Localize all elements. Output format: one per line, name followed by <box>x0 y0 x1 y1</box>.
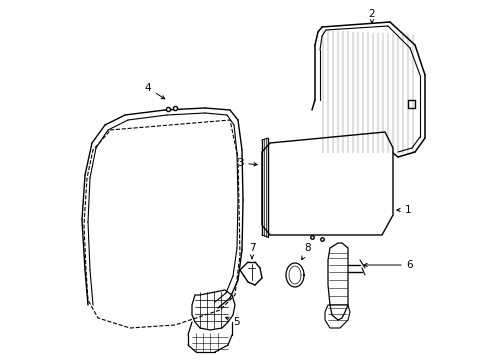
Text: 6: 6 <box>363 260 412 270</box>
Text: 4: 4 <box>144 83 164 99</box>
Text: 1: 1 <box>396 205 410 215</box>
Text: 3: 3 <box>236 158 257 168</box>
Text: 8: 8 <box>301 243 311 260</box>
Text: 5: 5 <box>225 317 240 327</box>
Text: 7: 7 <box>248 243 255 258</box>
Text: 2: 2 <box>368 9 375 23</box>
